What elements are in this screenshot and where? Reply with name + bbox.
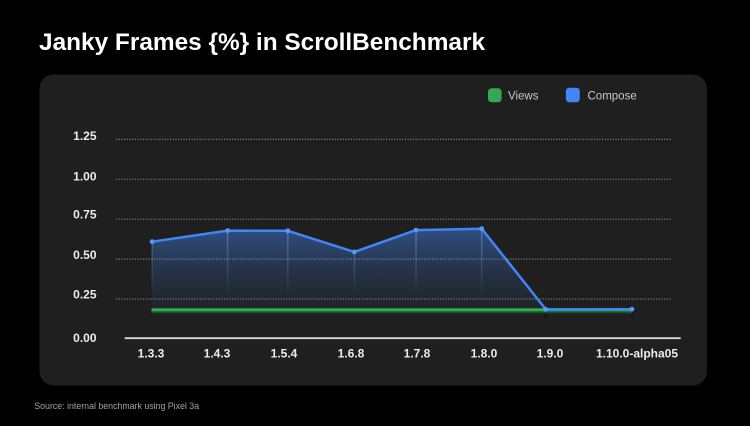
svg-text:0.25: 0.25 (73, 288, 97, 302)
svg-text:1.5.4: 1.5.4 (271, 347, 298, 361)
svg-text:1.6.8: 1.6.8 (338, 347, 365, 361)
svg-text:1.7.8: 1.7.8 (404, 347, 431, 361)
svg-text:1.4.3: 1.4.3 (204, 347, 231, 361)
svg-text:Source: internal benchmark usi: Source: internal benchmark using Pixel 3… (34, 401, 199, 411)
svg-text:1.25: 1.25 (73, 129, 97, 143)
svg-text:0.50: 0.50 (73, 248, 97, 262)
svg-text:Janky Frames {%} in ScrollBenc: Janky Frames {%} in ScrollBenchmark (39, 29, 485, 56)
svg-text:1.00: 1.00 (73, 169, 97, 183)
svg-text:0.75: 0.75 (73, 208, 97, 222)
svg-text:1.10.0-alpha05: 1.10.0-alpha05 (596, 347, 678, 361)
svg-text:0.00: 0.00 (73, 331, 97, 345)
svg-text:Compose: Compose (588, 90, 637, 102)
svg-text:1.8.0: 1.8.0 (471, 347, 498, 361)
svg-text:Views: Views (508, 90, 539, 102)
svg-text:1.9.0: 1.9.0 (537, 347, 564, 361)
svg-text:1.3.3: 1.3.3 (138, 347, 165, 361)
